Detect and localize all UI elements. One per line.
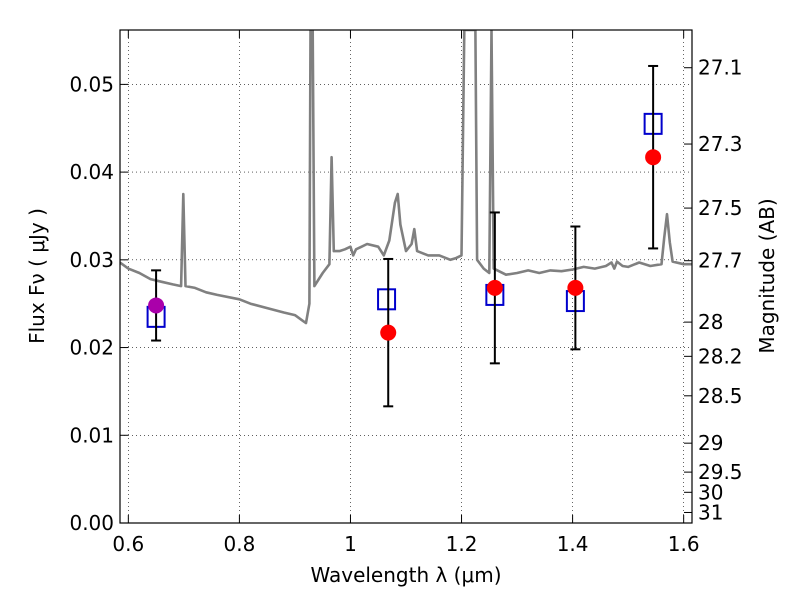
y-right-tick-label: 30 [698,480,723,504]
x-tick-label: 1.2 [446,532,478,556]
y-right-tick-label: 28.2 [698,344,743,368]
y-tick-label: 0.03 [69,248,114,272]
axis-ticks [120,30,692,524]
y-tick-label: 0.00 [69,511,114,535]
y-right-tick-label: 29.5 [698,460,743,484]
plot-background [120,30,692,523]
tick-labels: 0.6 0.8 1 1.2 1.4 1.6 0.00 0.01 0.02 0.03 0.04 0.05… [69,56,742,556]
y-right-tick-label: 28 [698,310,723,334]
y-right-tick-label: 31 [698,500,723,524]
highlight-point [148,297,165,314]
y-tick-label: 0.04 [69,160,114,184]
y-axis-right-title: Magnitude (AB) [755,198,779,353]
x-tick-label: 0.6 [112,532,144,556]
y-right-tick-label: 27.5 [698,196,743,220]
observed-point [567,279,584,296]
spectrum-series [120,30,692,325]
observed-point [380,324,397,341]
x-tick-label: 1.6 [668,532,700,556]
y-right-tick-label: 29 [698,431,723,455]
y-right-tick-label: 27.1 [698,56,743,80]
y-tick-label: 0.05 [69,72,114,96]
x-tick-label: 0.8 [223,532,255,556]
observed-point [486,279,503,296]
x-axis-title: Wavelength λ (μm) [310,563,501,587]
y-tick-label: 0.01 [69,423,114,447]
y-right-tick-label: 27.7 [698,249,743,273]
spectrum-line [120,30,692,325]
observed-point [645,149,662,166]
observed-point-series [148,149,662,341]
y-right-tick-label: 27.3 [698,132,743,156]
y-right-tick-label: 28.5 [698,384,743,408]
y-tick-label: 0.02 [69,336,114,360]
x-tick-label: 1.4 [557,532,589,556]
y-axis-title: Flux Fν ( μJy ) [25,208,49,344]
plot-frame [119,29,693,524]
grid [120,30,692,523]
model-box-marker [377,288,397,311]
x-tick-label: 1 [344,532,357,556]
